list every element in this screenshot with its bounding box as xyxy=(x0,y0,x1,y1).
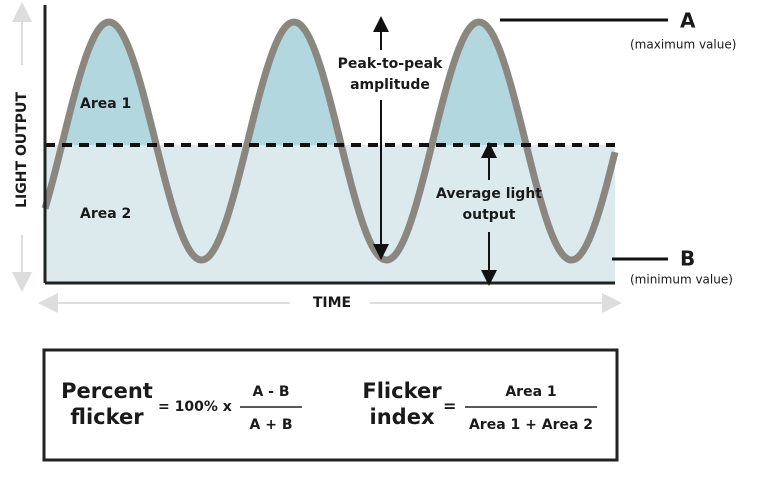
area2-label: Area 2 xyxy=(80,206,131,222)
equals: = 100% x xyxy=(158,399,232,415)
peak-label: amplitude xyxy=(350,77,430,93)
denominator: A + B xyxy=(250,417,293,433)
peak-label: Peak-to-peak xyxy=(338,56,443,72)
denominator: Area 1 + Area 2 xyxy=(469,417,593,433)
formula-name: Flicker xyxy=(362,379,442,403)
formula-name: flicker xyxy=(70,405,144,429)
wave xyxy=(41,18,619,264)
x-axis-label: TIME xyxy=(313,295,351,311)
formula-box xyxy=(42,348,619,462)
numerator: Area 1 xyxy=(505,384,556,400)
max-note: (maximum value) xyxy=(630,38,736,52)
average-label: output xyxy=(463,207,516,223)
min-label: B xyxy=(680,247,695,271)
numerator: A - B xyxy=(252,384,289,400)
equals: = xyxy=(443,397,456,416)
max-label: A xyxy=(680,9,696,33)
average-label: Average light xyxy=(436,186,542,202)
lower-fill xyxy=(45,145,615,283)
area1-fill xyxy=(45,22,615,145)
min-note: (minimum value) xyxy=(630,273,733,287)
formula-name: index xyxy=(370,405,435,429)
y-axis-label: LIGHT OUTPUT xyxy=(14,92,30,208)
area1-label: Area 1 xyxy=(80,96,131,112)
formula-name: Percent xyxy=(61,379,153,403)
